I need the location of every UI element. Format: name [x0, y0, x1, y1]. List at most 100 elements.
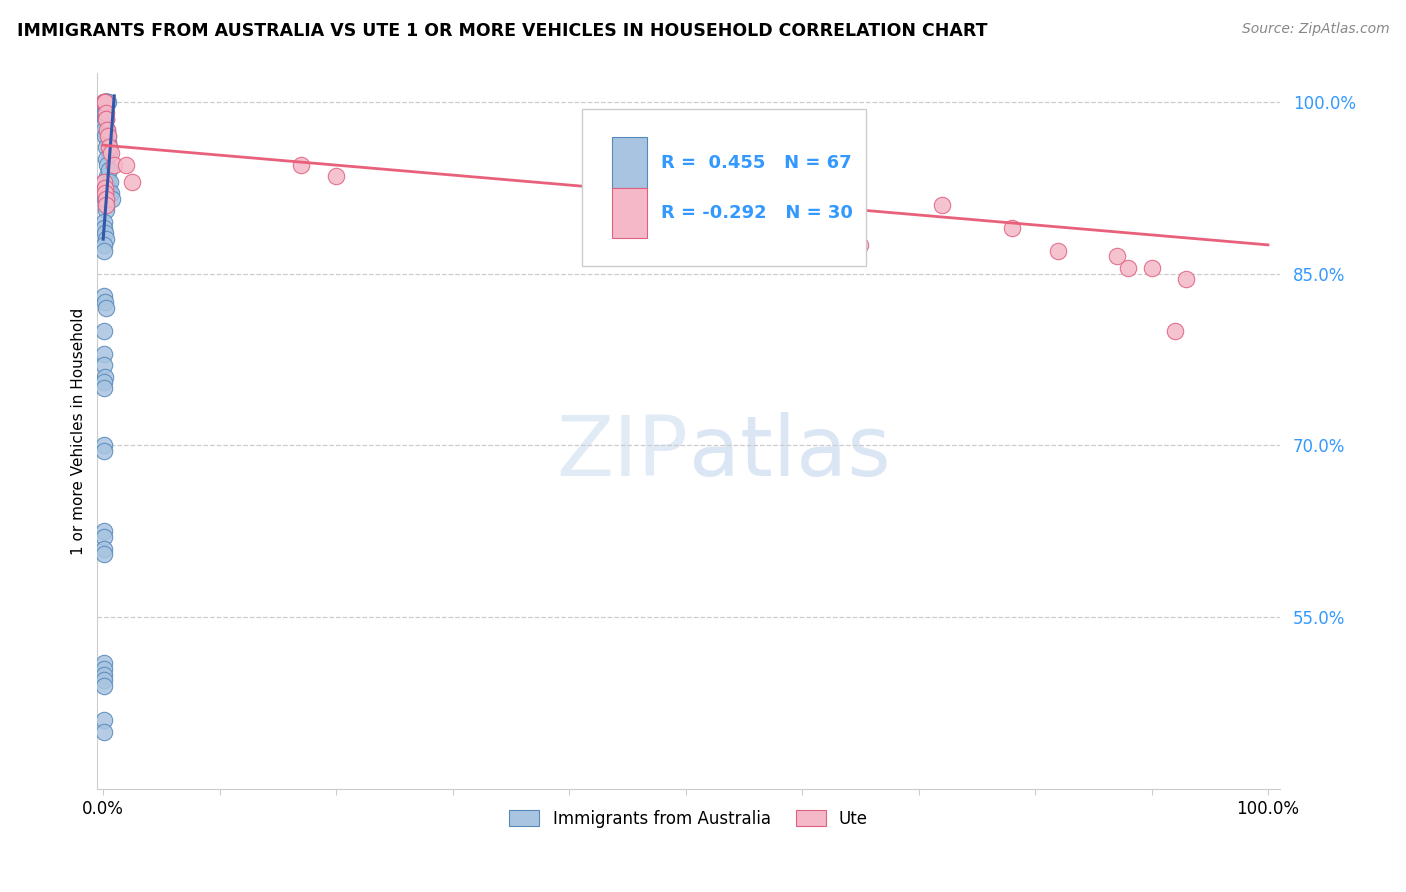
- Point: [94, 227, 117, 241]
- Point: [98, 163, 121, 178]
- Point: [94, 95, 117, 109]
- Point: [96, 123, 118, 137]
- Point: [96, 198, 118, 212]
- Point: [94, 128, 117, 143]
- Point: [94, 152, 117, 166]
- Point: [94, 192, 117, 206]
- Point: [96, 158, 118, 172]
- Point: [93, 444, 115, 458]
- Point: [1105, 249, 1128, 263]
- Point: [93, 324, 115, 338]
- Point: [93, 679, 115, 693]
- Point: [98, 146, 121, 161]
- Point: [94, 186, 117, 201]
- Point: [94, 192, 117, 206]
- Point: [849, 238, 872, 252]
- FancyBboxPatch shape: [582, 109, 866, 267]
- Point: [97, 140, 120, 154]
- Point: [94, 95, 117, 109]
- Point: [100, 186, 122, 201]
- Point: [98, 186, 121, 201]
- Point: [93, 358, 115, 372]
- Point: [96, 169, 118, 183]
- Point: [93, 106, 115, 120]
- Legend: Immigrants from Australia, Ute: Immigrants from Australia, Ute: [502, 804, 875, 835]
- Point: [93, 656, 115, 670]
- Point: [93, 369, 115, 384]
- Point: [94, 95, 117, 109]
- Point: [101, 192, 124, 206]
- Point: [93, 220, 115, 235]
- Point: [100, 146, 122, 161]
- FancyBboxPatch shape: [612, 187, 647, 237]
- Point: [98, 140, 121, 154]
- Point: [1116, 260, 1139, 275]
- Point: [93, 381, 115, 395]
- Point: [93, 244, 115, 258]
- Point: [94, 198, 117, 212]
- Point: [93, 376, 115, 390]
- Point: [94, 95, 117, 109]
- Text: R =  0.455   N = 67: R = 0.455 N = 67: [661, 153, 852, 171]
- Point: [115, 158, 138, 172]
- Point: [93, 175, 115, 189]
- Point: [93, 667, 115, 681]
- Point: [93, 541, 115, 556]
- Point: [93, 524, 115, 539]
- Point: [93, 123, 115, 137]
- Point: [97, 128, 120, 143]
- Point: [96, 95, 118, 109]
- Point: [94, 95, 117, 109]
- Point: [1164, 324, 1187, 338]
- Point: [94, 106, 117, 120]
- Point: [96, 95, 118, 109]
- Point: [93, 175, 115, 189]
- Point: [96, 95, 118, 109]
- Point: [931, 198, 953, 212]
- Point: [121, 175, 143, 189]
- Point: [96, 123, 118, 137]
- Point: [93, 215, 115, 229]
- Point: [93, 180, 115, 194]
- Point: [94, 112, 117, 126]
- Point: [93, 118, 115, 132]
- Point: [94, 140, 117, 154]
- Y-axis label: 1 or more Vehicles in Household: 1 or more Vehicles in Household: [72, 308, 86, 555]
- Point: [697, 209, 720, 223]
- Point: [93, 438, 115, 452]
- Point: [93, 106, 115, 120]
- Point: [96, 203, 118, 218]
- Point: [93, 95, 115, 109]
- Point: [97, 128, 120, 143]
- Point: [93, 180, 115, 194]
- Point: [97, 180, 120, 194]
- Point: [93, 530, 115, 544]
- Text: atlas: atlas: [689, 412, 890, 493]
- Point: [103, 158, 125, 172]
- Point: [94, 301, 117, 315]
- FancyBboxPatch shape: [612, 137, 647, 187]
- Text: R = -0.292   N = 30: R = -0.292 N = 30: [661, 203, 853, 221]
- Point: [93, 725, 115, 739]
- Point: [94, 295, 117, 310]
- Point: [97, 95, 120, 109]
- Point: [1047, 244, 1070, 258]
- Point: [1175, 272, 1198, 286]
- Point: [1001, 220, 1024, 235]
- Point: [790, 215, 813, 229]
- Point: [1140, 260, 1163, 275]
- Text: IMMIGRANTS FROM AUSTRALIA VS UTE 1 OR MORE VEHICLES IN HOUSEHOLD CORRELATION CHA: IMMIGRANTS FROM AUSTRALIA VS UTE 1 OR MO…: [17, 22, 987, 40]
- Point: [93, 95, 115, 109]
- Text: Source: ZipAtlas.com: Source: ZipAtlas.com: [1241, 22, 1389, 37]
- Point: [93, 347, 115, 361]
- Point: [93, 673, 115, 688]
- Point: [97, 135, 120, 149]
- Point: [325, 169, 347, 183]
- Point: [93, 95, 115, 109]
- Point: [94, 112, 117, 126]
- Point: [93, 95, 115, 109]
- Point: [93, 662, 115, 676]
- Point: [94, 112, 117, 126]
- Point: [93, 238, 115, 252]
- Text: ZIP: ZIP: [557, 412, 689, 493]
